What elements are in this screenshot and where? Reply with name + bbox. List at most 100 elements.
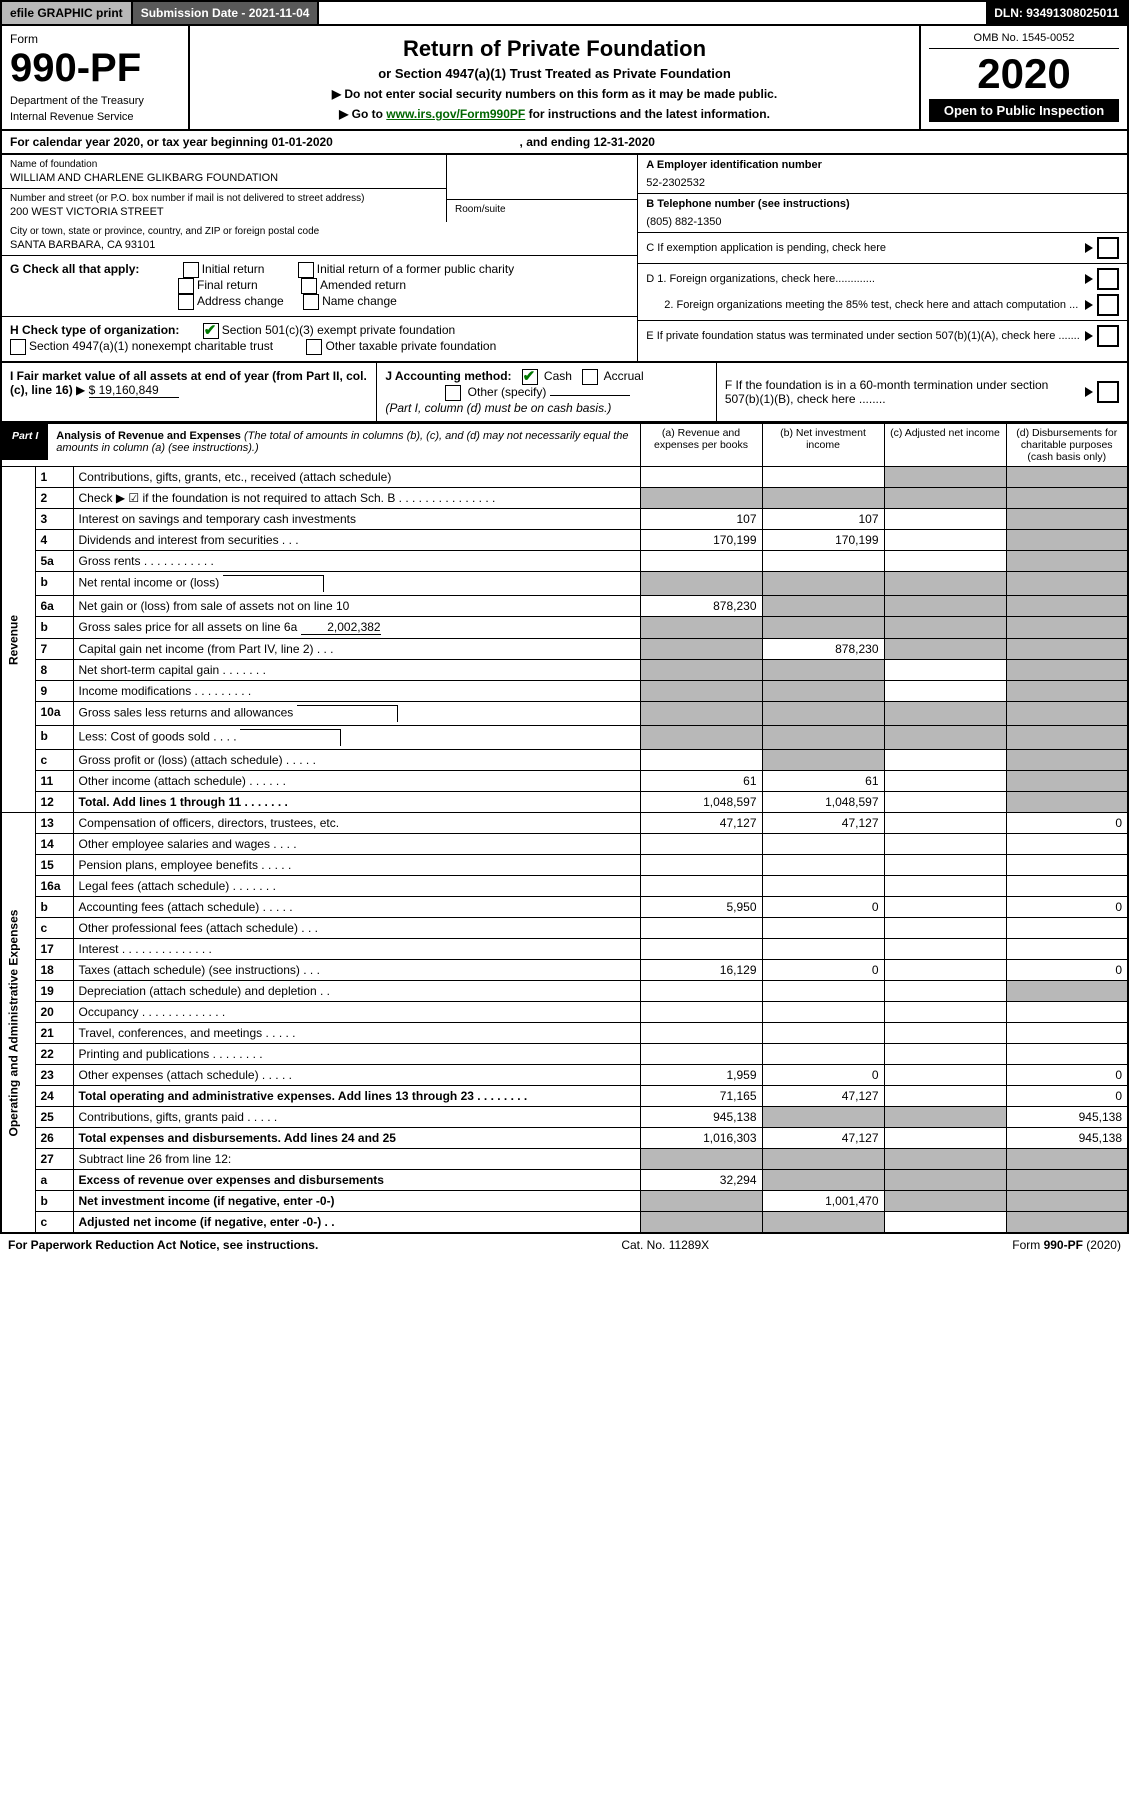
cell-amt xyxy=(1006,1044,1128,1065)
cell-amt xyxy=(1006,918,1128,939)
line-desc: Other expenses (attach schedule) . . . .… xyxy=(73,1065,640,1086)
cell-grey xyxy=(762,1212,884,1234)
footer-mid: Cat. No. 11289X xyxy=(621,1238,709,1252)
cell-grey xyxy=(884,572,1006,596)
table-row: 4Dividends and interest from securities … xyxy=(1,530,1128,551)
cell-amt xyxy=(884,551,1006,572)
line-num: a xyxy=(35,1170,73,1191)
table-row: cOther professional fees (attach schedul… xyxy=(1,918,1128,939)
cell-grey xyxy=(1006,750,1128,771)
table-row: cGross profit or (loss) (attach schedule… xyxy=(1,750,1128,771)
line-desc: Total. Add lines 1 through 11 . . . . . … xyxy=(73,792,640,813)
cell-amt xyxy=(640,876,762,897)
chk-initial-return[interactable] xyxy=(183,262,199,278)
chk-501c3[interactable] xyxy=(203,323,219,339)
form-link[interactable]: www.irs.gov/Form990PF xyxy=(386,107,525,121)
chk-initial-former[interactable] xyxy=(298,262,314,278)
table-row: 2Check ▶ ☑ if the foundation is not requ… xyxy=(1,488,1128,509)
chk-e[interactable] xyxy=(1097,325,1119,347)
line-desc: Contributions, gifts, grants, etc., rece… xyxy=(73,467,640,488)
table-row: bLess: Cost of goods sold . . . . xyxy=(1,726,1128,750)
submission-date: Submission Date - 2021-11-04 xyxy=(133,2,320,24)
table-row: 22Printing and publications . . . . . . … xyxy=(1,1044,1128,1065)
cell-amt xyxy=(1006,834,1128,855)
line-num: c xyxy=(35,750,73,771)
chk-amended-return[interactable] xyxy=(301,278,317,294)
tax-year: 2020 xyxy=(929,53,1119,95)
street-label: Number and street (or P.O. box number if… xyxy=(10,193,438,204)
chk-address-change[interactable] xyxy=(178,294,194,310)
line-desc: Taxes (attach schedule) (see instruction… xyxy=(73,960,640,981)
cell-grey xyxy=(762,488,884,509)
chk-4947a1[interactable] xyxy=(10,339,26,355)
cell-grey xyxy=(1006,660,1128,681)
footer-left: For Paperwork Reduction Act Notice, see … xyxy=(8,1238,318,1252)
cell-amt xyxy=(640,939,762,960)
cell-amt: 71,165 xyxy=(640,1086,762,1107)
line-num: 17 xyxy=(35,939,73,960)
cell-amt xyxy=(762,1023,884,1044)
cell-amt xyxy=(884,750,1006,771)
cell-amt xyxy=(640,1044,762,1065)
cell-grey xyxy=(1006,1191,1128,1212)
cell-amt: 0 xyxy=(762,960,884,981)
chk-final-return[interactable] xyxy=(178,278,194,294)
cell-amt: 0 xyxy=(1006,960,1128,981)
arrow-icon xyxy=(1085,274,1093,284)
cell-amt xyxy=(762,918,884,939)
chk-accrual[interactable] xyxy=(582,369,598,385)
cell-grey xyxy=(884,726,1006,750)
table-row: 25Contributions, gifts, grants paid . . … xyxy=(1,1107,1128,1128)
chk-c[interactable] xyxy=(1097,237,1119,259)
tel-value: (805) 882-1350 xyxy=(646,216,1119,228)
cell-grey xyxy=(1006,551,1128,572)
cell-grey xyxy=(884,1149,1006,1170)
form-word: Form xyxy=(10,32,180,46)
cell-grey xyxy=(762,572,884,596)
line-desc: Printing and publications . . . . . . . … xyxy=(73,1044,640,1065)
cell-grey xyxy=(884,1170,1006,1191)
chk-other-taxable[interactable] xyxy=(306,339,322,355)
line-desc: Compensation of officers, directors, tru… xyxy=(73,813,640,834)
line-desc: Net investment income (if negative, ente… xyxy=(73,1191,640,1212)
cell-grey xyxy=(640,572,762,596)
cell-grey xyxy=(884,1191,1006,1212)
line-desc: Net short-term capital gain . . . . . . … xyxy=(73,660,640,681)
c-label: C If exemption application is pending, c… xyxy=(646,242,1081,254)
cell-grey xyxy=(1006,617,1128,639)
line-desc: Total expenses and disbursements. Add li… xyxy=(73,1128,640,1149)
cell-grey xyxy=(1006,488,1128,509)
chk-name-change[interactable] xyxy=(303,294,319,310)
chk-d2[interactable] xyxy=(1097,294,1119,316)
cell-grey xyxy=(1006,1170,1128,1191)
line-desc: Other employee salaries and wages . . . … xyxy=(73,834,640,855)
cell-amt xyxy=(640,855,762,876)
form-subtitle: or Section 4947(a)(1) Trust Treated as P… xyxy=(198,66,911,81)
top-bar: efile GRAPHIC print Submission Date - 20… xyxy=(0,0,1129,26)
cell-grey xyxy=(640,1212,762,1234)
col-a-head: (a) Revenue and expenses per books xyxy=(640,424,762,467)
cell-amt xyxy=(640,1023,762,1044)
cell-amt: 1,001,470 xyxy=(762,1191,884,1212)
chk-cash[interactable] xyxy=(522,369,538,385)
line-num: 11 xyxy=(35,771,73,792)
form-header: Form 990-PF Department of the Treasury I… xyxy=(0,26,1129,131)
cell-amt xyxy=(884,1128,1006,1149)
cell-grey xyxy=(762,702,884,726)
chk-other-method[interactable] xyxy=(445,385,461,401)
table-row: 19Depreciation (attach schedule) and dep… xyxy=(1,981,1128,1002)
cell-amt xyxy=(884,1002,1006,1023)
cell-amt xyxy=(884,1086,1006,1107)
cell-amt xyxy=(1006,939,1128,960)
chk-f[interactable] xyxy=(1097,381,1119,403)
chk-d1[interactable] xyxy=(1097,268,1119,290)
cell-amt xyxy=(762,1044,884,1065)
line-num: 8 xyxy=(35,660,73,681)
cell-grey xyxy=(1006,639,1128,660)
page-footer: For Paperwork Reduction Act Notice, see … xyxy=(0,1234,1129,1256)
cell-grey xyxy=(762,726,884,750)
line-desc: Gross rents . . . . . . . . . . . xyxy=(73,551,640,572)
arrow-icon xyxy=(1085,243,1093,253)
line-desc: Net rental income or (loss) xyxy=(73,572,640,596)
line-desc: Gross sales less returns and allowances xyxy=(73,702,640,726)
